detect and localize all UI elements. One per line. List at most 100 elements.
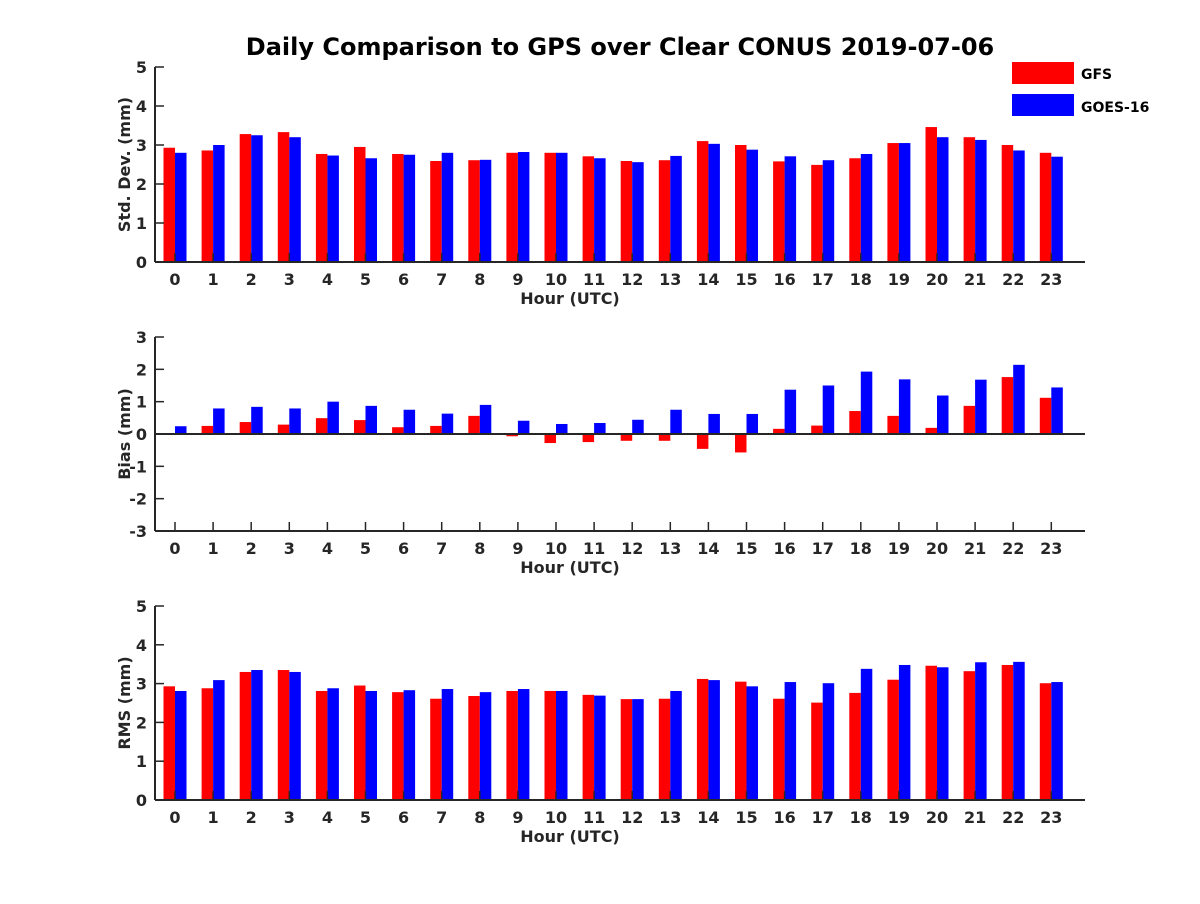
bar-rms-goes16-5 xyxy=(365,690,377,800)
bar-bias-goes16-10 xyxy=(556,423,568,434)
bar-rms-goes16-23 xyxy=(1051,682,1063,800)
bar-rms-gfs-14 xyxy=(696,678,709,800)
bar-rms-goes16-10 xyxy=(556,690,568,800)
bar-rms-goes16-13 xyxy=(670,690,682,800)
bar-bias-goes16-3 xyxy=(289,408,301,434)
xtick-label-std-7: 7 xyxy=(436,270,447,289)
xtick-label-rms-18: 18 xyxy=(850,808,872,827)
bar-std-gfs-22 xyxy=(1001,145,1014,262)
xtick-label-std-17: 17 xyxy=(812,270,834,289)
bar-rms-gfs-5 xyxy=(354,685,366,800)
bar-rms-gfs-6 xyxy=(392,692,404,800)
ytick-label-rms-5: 5 xyxy=(136,597,147,616)
xtick-label-bias-7: 7 xyxy=(436,539,447,558)
legend-label-goes16: GOES-16 xyxy=(1081,100,1149,116)
bar-std-gfs-10 xyxy=(544,152,556,262)
ylabel-std: Std. Dev. (mm) xyxy=(115,97,134,232)
bar-bias-gfs-20 xyxy=(925,427,937,434)
bar-bias-goes16-8 xyxy=(479,404,492,434)
bar-bias-goes16-1 xyxy=(213,408,225,434)
bar-rms-gfs-8 xyxy=(468,696,480,800)
bar-rms-gfs-12 xyxy=(620,699,633,800)
xtick-label-rms-13: 13 xyxy=(659,808,681,827)
bar-std-gfs-14 xyxy=(696,141,709,262)
xtick-label-bias-11: 11 xyxy=(583,539,605,558)
xtick-label-bias-19: 19 xyxy=(888,539,910,558)
bar-bias-goes16-21 xyxy=(975,379,987,434)
xtick-label-std-10: 10 xyxy=(545,270,567,289)
xtick-label-rms-22: 22 xyxy=(1002,808,1024,827)
bar-bias-goes16-16 xyxy=(784,389,797,434)
bar-bias-goes16-13 xyxy=(670,409,682,434)
ytick-label-bias--1: -1 xyxy=(129,457,147,476)
bar-std-gfs-21 xyxy=(963,137,976,262)
xtick-label-rms-7: 7 xyxy=(436,808,447,827)
ytick-label-std-5: 5 xyxy=(136,58,147,77)
ytick-label-bias-2: 2 xyxy=(136,360,147,379)
bar-bias-gfs-11 xyxy=(582,434,595,443)
bar-std-gfs-20 xyxy=(925,127,937,262)
bar-rms-gfs-20 xyxy=(925,665,937,800)
bar-rms-goes16-1 xyxy=(213,680,225,800)
ylabel-rms: RMS (mm) xyxy=(115,656,134,749)
ytick-label-rms-1: 1 xyxy=(136,752,147,771)
ytick-label-std-2: 2 xyxy=(136,175,147,194)
xtick-label-std-4: 4 xyxy=(322,270,333,289)
bar-bias-goes16-11 xyxy=(594,423,606,434)
bar-std-goes16-17 xyxy=(822,160,835,262)
xtick-label-bias-1: 1 xyxy=(208,539,219,558)
xtick-label-rms-15: 15 xyxy=(735,808,757,827)
legend-label-gfs: GFS xyxy=(1081,67,1112,83)
xtick-label-bias-16: 16 xyxy=(773,539,795,558)
bar-rms-goes16-21 xyxy=(975,662,987,800)
ylabel-bias: Bias (mm) xyxy=(115,388,134,480)
bar-std-goes16-14 xyxy=(708,143,720,262)
bar-bias-gfs-8 xyxy=(468,415,480,434)
bar-rms-goes16-7 xyxy=(441,689,454,800)
bar-bias-gfs-9 xyxy=(506,434,518,437)
bar-bias-goes16-2 xyxy=(251,406,263,434)
xtick-label-std-14: 14 xyxy=(697,270,719,289)
xtick-label-bias-13: 13 xyxy=(659,539,681,558)
bar-rms-goes16-14 xyxy=(708,680,720,800)
bar-bias-gfs-2 xyxy=(239,422,252,434)
legend-swatch-goes16 xyxy=(1012,94,1074,116)
xtick-label-std-9: 9 xyxy=(512,270,523,289)
bar-bias-gfs-19 xyxy=(887,415,899,434)
bar-rms-goes16-2 xyxy=(251,670,263,800)
bar-std-goes16-10 xyxy=(556,152,568,262)
bar-bias-goes16-0 xyxy=(175,426,187,434)
bar-rms-gfs-2 xyxy=(239,671,252,800)
bar-bias-goes16-19 xyxy=(898,379,911,434)
bar-rms-goes16-8 xyxy=(479,692,492,800)
bar-std-goes16-0 xyxy=(175,152,187,262)
bar-rms-goes16-17 xyxy=(822,683,835,800)
xlabel-std: Hour (UTC) xyxy=(520,289,620,308)
bar-std-gfs-16 xyxy=(773,161,785,262)
bar-bias-gfs-6 xyxy=(392,427,404,434)
xtick-label-std-0: 0 xyxy=(169,270,180,289)
bar-std-gfs-23 xyxy=(1039,152,1052,262)
bar-bias-gfs-3 xyxy=(277,424,290,434)
bar-bias-goes16-23 xyxy=(1051,387,1063,434)
bar-std-goes16-8 xyxy=(479,159,492,262)
xtick-label-rms-10: 10 xyxy=(545,808,567,827)
bar-bias-gfs-7 xyxy=(430,425,442,434)
xtick-label-bias-8: 8 xyxy=(474,539,485,558)
xtick-label-bias-6: 6 xyxy=(398,539,409,558)
bar-bias-goes16-20 xyxy=(937,395,949,434)
bar-bias-goes16-6 xyxy=(403,409,416,434)
bar-std-goes16-6 xyxy=(403,154,416,262)
bar-rms-goes16-6 xyxy=(403,690,416,800)
xtick-label-std-8: 8 xyxy=(474,270,485,289)
ytick-label-rms-0: 0 xyxy=(136,791,147,810)
bar-rms-gfs-19 xyxy=(887,679,899,800)
xtick-label-bias-22: 22 xyxy=(1002,539,1024,558)
xtick-label-bias-20: 20 xyxy=(926,539,948,558)
bar-rms-gfs-7 xyxy=(430,698,442,800)
xtick-label-rms-23: 23 xyxy=(1040,808,1062,827)
bar-std-gfs-9 xyxy=(506,152,518,262)
